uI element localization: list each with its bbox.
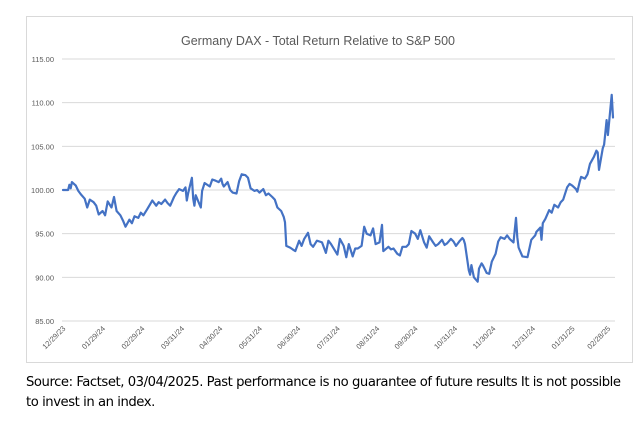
y-tick-label: 115.00: [32, 55, 54, 64]
x-axis-ticks: 12/29/23 01/29/24 02/29/24 03/31/24 04/30/24…: [40, 324, 612, 351]
y-tick-label: 90.00: [35, 273, 54, 282]
series-layer: [61, 93, 615, 283]
x-tick-label: 02/28/25: [585, 324, 612, 351]
x-tick-label: 06/30/24: [275, 324, 302, 351]
x-tick-label: 12/31/24: [510, 324, 537, 351]
y-axis-ticks: 85.00 90.00 95.00 100.00 105.00 110.00 115.00: [31, 55, 54, 326]
y-tick-label: 100.00: [31, 186, 54, 195]
x-tick-label: 02/29/24: [120, 324, 147, 351]
x-tick-label: 08/31/24: [354, 324, 381, 351]
y-tick-label: 95.00: [35, 230, 54, 239]
x-tick-label: 04/30/24: [197, 324, 224, 351]
x-tick-label: 01/29/24: [80, 324, 107, 351]
x-tick-label: 03/31/24: [159, 324, 186, 351]
y-tick-label: 105.00: [31, 142, 54, 151]
gridlines: [62, 58, 615, 322]
y-tick-label: 85.00: [35, 317, 54, 326]
x-tick-label: 01/31/25: [550, 324, 577, 351]
x-tick-label: 09/30/24: [393, 324, 420, 351]
source-caption: Source: Factset, 03/04/2025. Past perfor…: [26, 375, 621, 410]
chart-title: Germany DAX - Total Return Relative to S…: [181, 34, 455, 48]
x-tick-label: 11/30/24: [471, 324, 498, 351]
x-tick-label: 10/31/24: [432, 324, 459, 351]
y-tick-label: 110.00: [32, 99, 54, 108]
x-tick-label: 12/29/23: [40, 324, 67, 351]
x-tick-label: 07/31/24: [315, 324, 342, 351]
series-line: [61, 93, 615, 283]
x-tick-label: 05/31/24: [237, 324, 264, 351]
